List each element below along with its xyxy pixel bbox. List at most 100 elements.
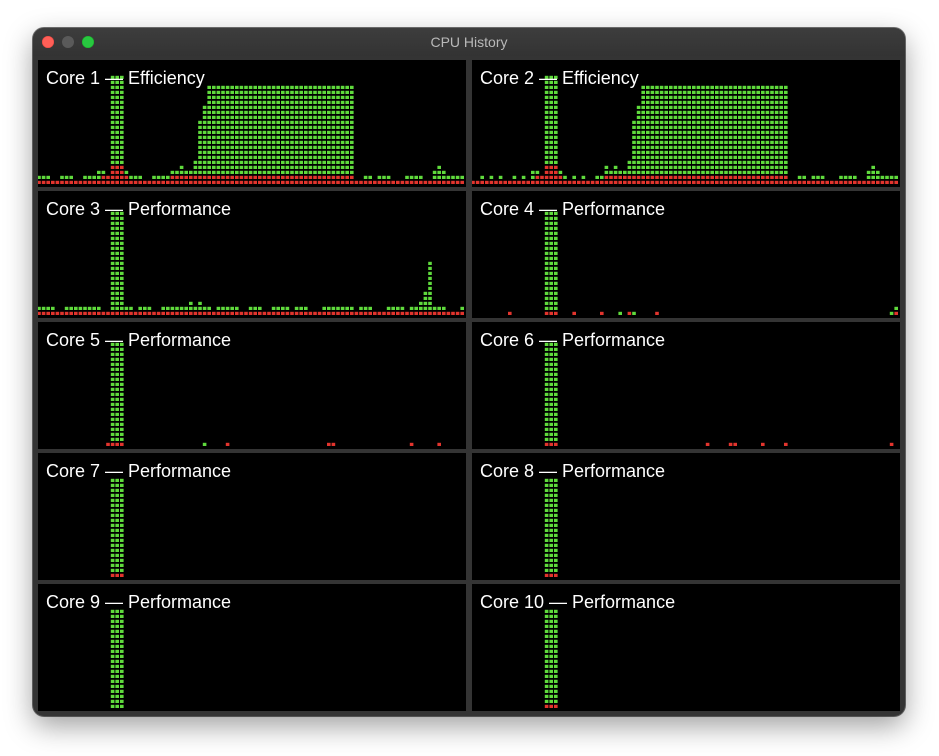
user-load-segment xyxy=(659,165,664,169)
user-load-segment xyxy=(262,100,267,104)
user-load-segment xyxy=(678,170,682,174)
user-load-segment xyxy=(248,90,253,94)
user-load-segment xyxy=(692,100,696,104)
user-load-segment xyxy=(733,125,737,129)
user-load-segment xyxy=(761,85,765,89)
user-load-segment xyxy=(267,170,271,174)
title-bar[interactable]: CPU History xyxy=(33,28,905,56)
system-load-segment xyxy=(327,442,331,446)
close-button[interactable] xyxy=(42,36,54,48)
user-load-segment xyxy=(115,80,119,84)
user-load-segment xyxy=(115,387,119,391)
usage-bar xyxy=(299,306,303,315)
system-load-segment xyxy=(613,175,618,179)
user-load-segment xyxy=(207,135,211,139)
user-load-segment xyxy=(120,427,124,431)
system-load-segment xyxy=(120,180,124,184)
system-load-segment xyxy=(38,311,41,315)
usage-bar xyxy=(581,175,586,184)
user-load-segment xyxy=(230,130,234,134)
user-load-segment xyxy=(290,110,294,114)
user-load-segment xyxy=(290,150,294,154)
user-load-segment xyxy=(728,140,733,144)
user-load-segment xyxy=(742,135,747,139)
user-load-segment xyxy=(230,90,234,94)
user-load-segment xyxy=(544,291,549,295)
user-load-segment xyxy=(340,90,345,94)
user-load-segment xyxy=(544,120,549,124)
user-load-segment xyxy=(646,145,650,149)
user-load-segment xyxy=(646,140,650,144)
user-load-segment xyxy=(682,120,687,124)
user-load-segment xyxy=(554,548,558,552)
user-load-segment xyxy=(802,175,806,179)
user-load-segment xyxy=(784,130,788,134)
user-load-segment xyxy=(253,125,257,129)
user-load-segment xyxy=(756,95,760,99)
user-load-segment xyxy=(673,150,678,154)
user-load-segment xyxy=(290,130,294,134)
system-load-segment xyxy=(299,175,303,179)
minimize-button[interactable] xyxy=(62,36,74,48)
user-load-segment xyxy=(110,362,115,366)
user-load-segment xyxy=(673,125,678,129)
usage-bar xyxy=(535,170,540,184)
system-load-segment xyxy=(262,175,267,179)
user-load-segment xyxy=(549,614,553,618)
usage-bar xyxy=(446,175,451,184)
system-load-segment xyxy=(106,311,110,315)
user-load-segment xyxy=(673,160,678,164)
user-load-segment xyxy=(544,155,549,159)
user-load-segment xyxy=(202,140,207,144)
system-load-segment xyxy=(83,180,87,184)
user-load-segment xyxy=(747,155,751,159)
user-load-segment xyxy=(115,246,119,250)
user-load-segment xyxy=(549,619,553,623)
user-load-segment xyxy=(733,145,737,149)
user-load-segment xyxy=(322,110,326,114)
system-load-segment xyxy=(69,311,73,315)
user-load-segment xyxy=(115,160,119,164)
user-load-segment xyxy=(544,347,549,351)
usage-bar xyxy=(377,175,382,184)
user-load-segment xyxy=(549,276,553,280)
user-load-segment xyxy=(646,125,650,129)
system-load-segment xyxy=(779,180,783,184)
user-load-segment xyxy=(554,674,558,678)
usage-bar xyxy=(544,211,549,315)
user-load-segment xyxy=(650,140,655,144)
user-load-segment xyxy=(294,110,299,114)
user-load-segment xyxy=(554,145,558,149)
user-load-segment xyxy=(308,165,313,169)
user-load-segment xyxy=(751,170,756,174)
user-load-segment xyxy=(115,276,119,280)
user-load-segment xyxy=(317,90,322,94)
usage-bar xyxy=(147,306,152,315)
user-load-segment xyxy=(221,90,225,94)
user-load-segment xyxy=(336,95,340,99)
user-load-segment xyxy=(673,170,678,174)
user-load-segment xyxy=(678,160,682,164)
system-load-segment xyxy=(350,180,354,184)
user-load-segment xyxy=(115,125,119,129)
user-load-segment xyxy=(554,483,558,487)
user-load-segment xyxy=(710,100,714,104)
user-load-segment xyxy=(290,165,294,169)
user-load-segment xyxy=(549,352,553,356)
user-load-segment xyxy=(728,85,733,89)
user-load-segment xyxy=(308,110,313,114)
system-load-segment xyxy=(839,180,843,184)
user-load-segment xyxy=(797,175,802,179)
user-load-segment xyxy=(262,135,267,139)
user-load-segment xyxy=(696,95,701,99)
user-load-segment xyxy=(636,145,641,149)
user-load-segment xyxy=(267,125,271,129)
user-load-segment xyxy=(216,90,221,94)
user-load-segment xyxy=(765,95,770,99)
user-load-segment xyxy=(613,165,618,169)
user-load-segment xyxy=(761,145,765,149)
usage-bar xyxy=(414,175,418,184)
zoom-button[interactable] xyxy=(82,36,94,48)
user-load-segment xyxy=(692,125,696,129)
user-load-segment xyxy=(871,165,875,169)
